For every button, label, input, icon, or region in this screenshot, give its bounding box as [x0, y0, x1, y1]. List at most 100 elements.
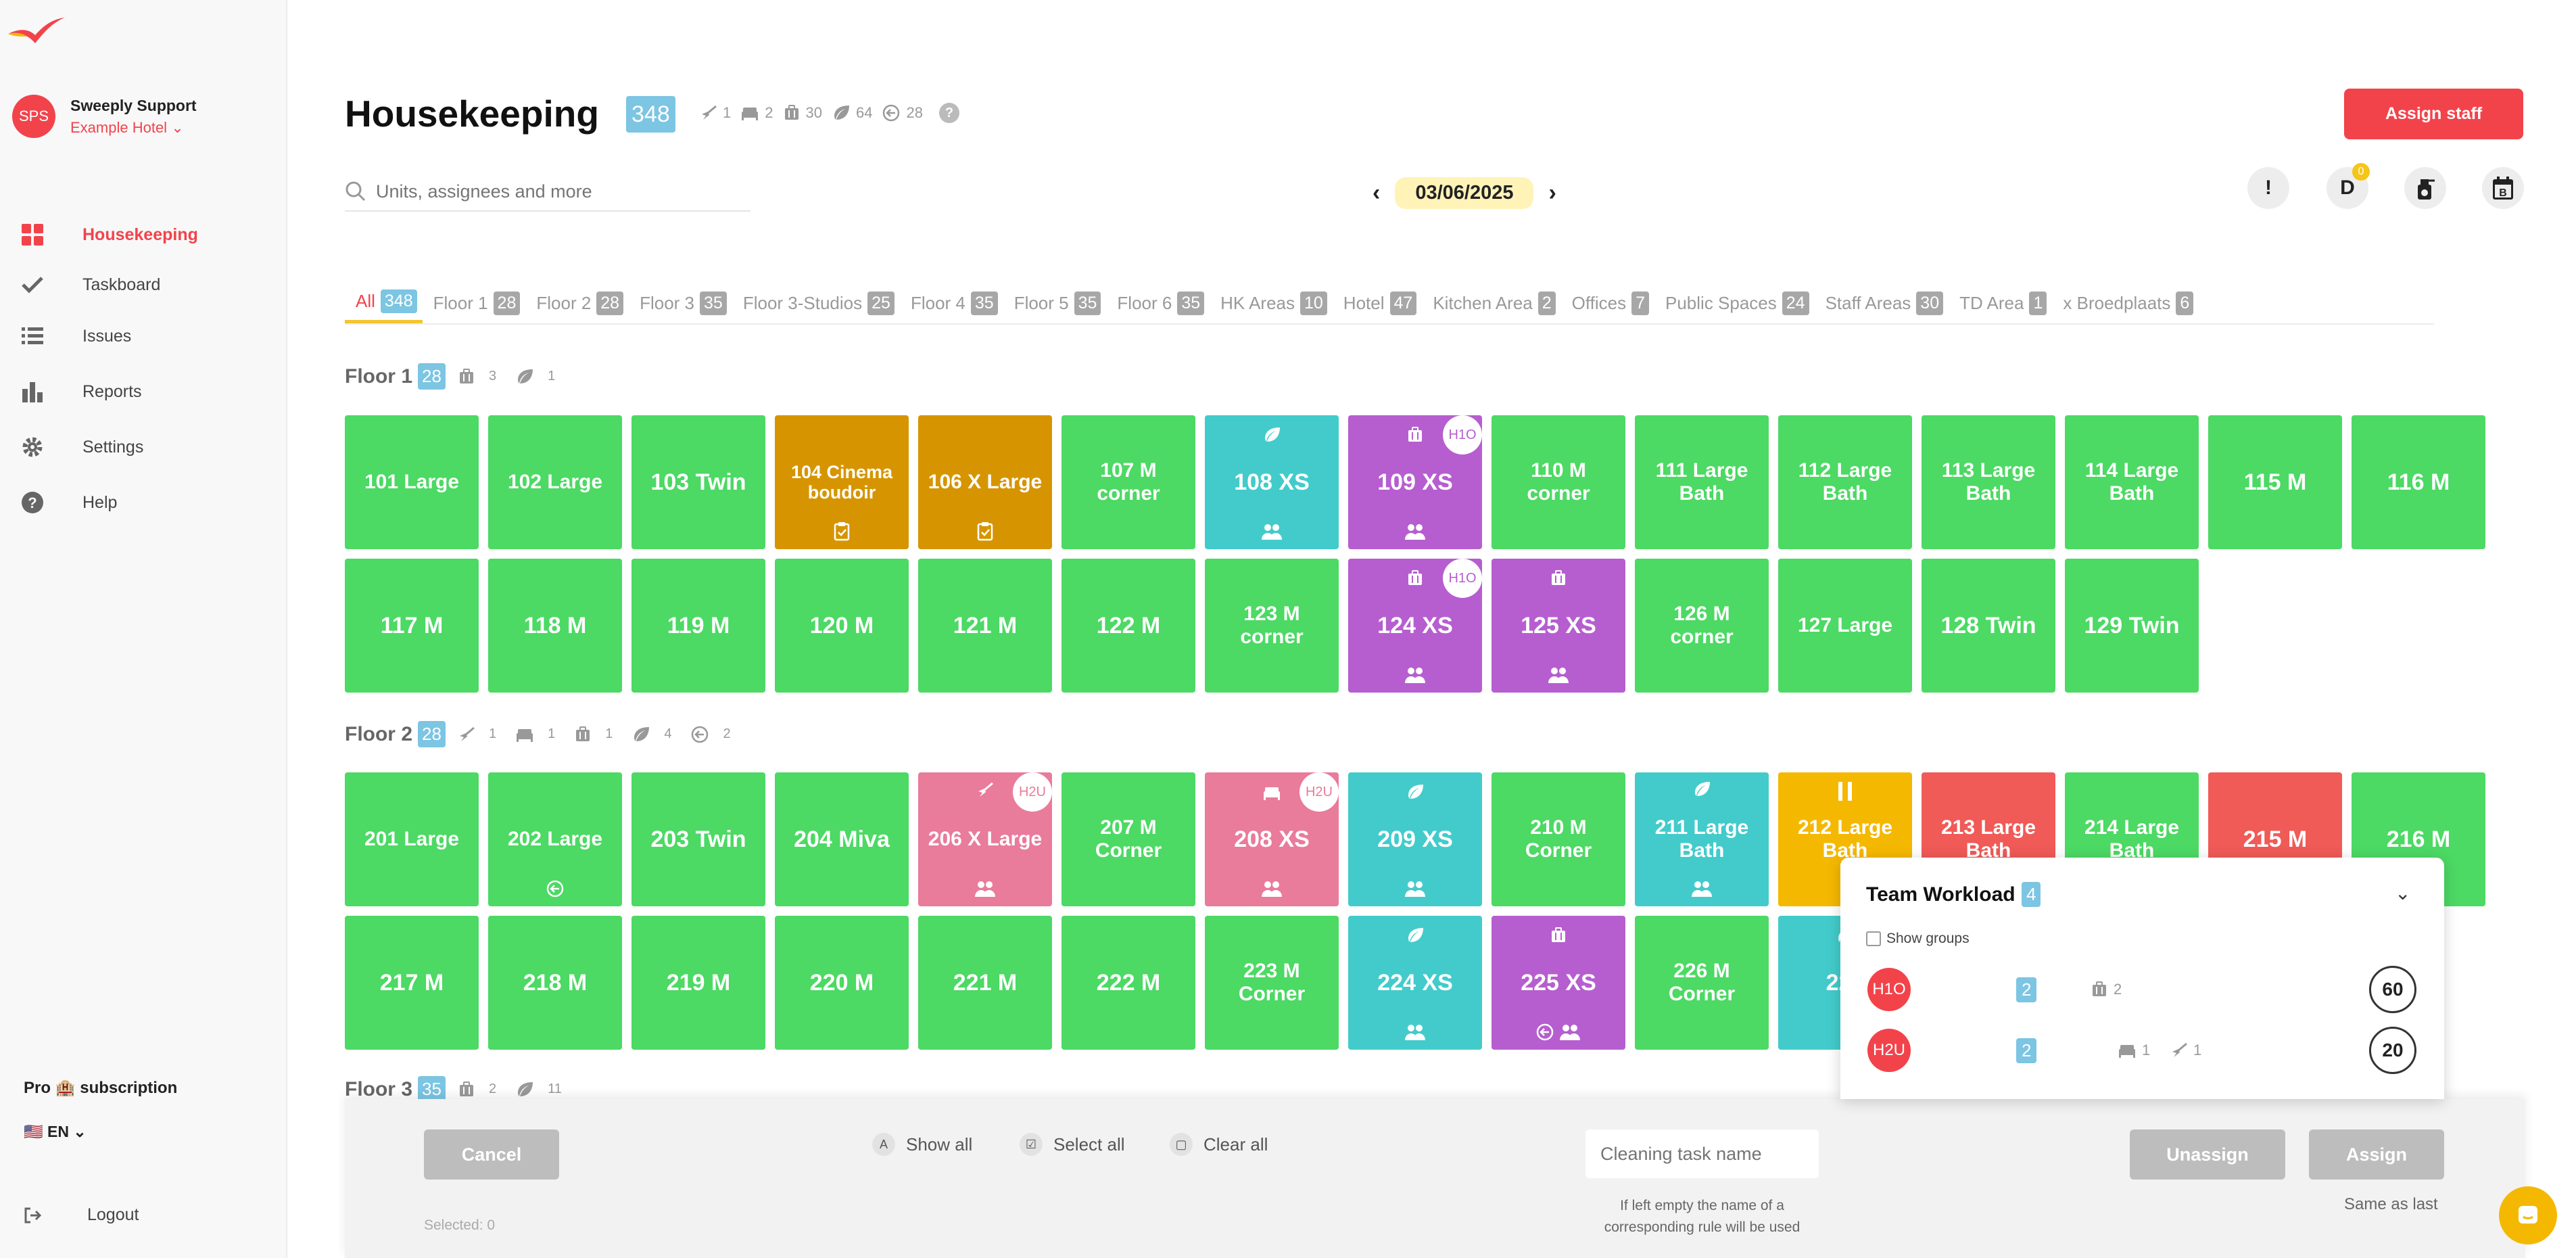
unit-tile[interactable]: 113 Large Bath [1922, 415, 2055, 549]
hotel-selector[interactable]: Example Hotel ⌄ [70, 119, 197, 137]
sidebar-item-reports[interactable]: Reports [19, 378, 142, 405]
spray-button[interactable] [2404, 167, 2446, 209]
unit-tile[interactable]: 102 Large [488, 415, 622, 549]
show-groups-checkbox[interactable]: Show groups [1866, 931, 1970, 947]
tab-staff-areas[interactable]: Staff Areas 30 [1815, 283, 1949, 323]
unit-tile[interactable]: 201 Large [345, 772, 479, 906]
tab-td-area[interactable]: TD Area 1 [1949, 283, 2052, 323]
unit-tile[interactable]: 106 X Large [918, 415, 1052, 549]
tab-floor-6[interactable]: Floor 6 35 [1106, 283, 1210, 323]
unit-tile[interactable]: 127 Large [1778, 559, 1912, 693]
search-input[interactable] [376, 181, 728, 202]
cleaning-task-name-input[interactable] [1585, 1129, 1819, 1178]
chat-launcher-button[interactable] [2499, 1186, 2557, 1244]
unit-tile[interactable]: 103 Twin [631, 415, 765, 549]
unit-tile[interactable]: 225 XS [1492, 916, 1625, 1050]
unit-tile[interactable]: 217 M [345, 916, 479, 1050]
assign-button[interactable]: Assign [2309, 1129, 2444, 1180]
unit-tile[interactable]: 126 M corner [1635, 559, 1769, 693]
unit-tile[interactable]: 123 M corner [1205, 559, 1339, 693]
unit-tile[interactable]: 108 XS [1205, 415, 1339, 549]
logout-link[interactable]: Logout [24, 1205, 139, 1225]
date-picker[interactable]: 03/06/2025 [1395, 177, 1534, 209]
select-all-option[interactable]: ☑ Select all [1020, 1133, 1125, 1156]
tab-floor-1[interactable]: Floor 1 28 [423, 283, 526, 323]
prev-date-icon[interactable]: ‹ [1373, 180, 1381, 206]
language-selector[interactable]: 🇺🇸 EN ⌄ [24, 1123, 87, 1141]
sidebar-item-settings[interactable]: Settings [19, 434, 143, 461]
sidebar-item-taskboard[interactable]: Taskboard [19, 271, 160, 298]
collapse-chevron-icon[interactable]: ⌄ [2395, 883, 2411, 904]
tab-floor-4[interactable]: Floor 4 35 [900, 283, 1003, 323]
unit-tile[interactable]: 210 M Corner [1492, 772, 1625, 906]
tab-floor-3-studios[interactable]: Floor 3-Studios 25 [732, 283, 900, 323]
tab-public-spaces[interactable]: Public Spaces 24 [1654, 283, 1815, 323]
unit-tile[interactable]: 207 M Corner [1062, 772, 1195, 906]
unit-tile[interactable]: 110 M corner [1492, 415, 1625, 549]
unit-tile[interactable]: 116 M [2352, 415, 2485, 549]
next-date-icon[interactable]: › [1548, 180, 1556, 206]
tab-kitchen-area[interactable]: Kitchen Area 2 [1422, 283, 1560, 323]
unit-tile[interactable]: 112 Large Bath [1778, 415, 1912, 549]
unit-tile[interactable]: 122 M [1062, 559, 1195, 693]
unit-tile[interactable]: 125 XS [1492, 559, 1625, 693]
unit-tile[interactable]: 206 X Large H2U [918, 772, 1052, 906]
tab-hotel[interactable]: Hotel 47 [1333, 283, 1423, 323]
tab-floor-2[interactable]: Floor 2 28 [525, 283, 629, 323]
unit-tile[interactable]: 115 M [2208, 415, 2342, 549]
tab-x-broedplaats[interactable]: x Broedplaats 6 [2052, 283, 2199, 323]
unit-tile[interactable]: 219 M [631, 916, 765, 1050]
unit-tile[interactable]: 119 M [631, 559, 765, 693]
help-icon[interactable]: ? [938, 103, 959, 123]
sidebar-item-issues[interactable]: Issues [19, 323, 131, 350]
show-all-option[interactable]: A Show all [872, 1133, 972, 1156]
cancel-button[interactable]: Cancel [424, 1129, 559, 1180]
unit-tile[interactable]: 107 M corner [1062, 415, 1195, 549]
unit-tile[interactable]: 124 XS H1O [1348, 559, 1482, 693]
unit-tile[interactable]: 224 XS [1348, 916, 1482, 1050]
unit-tile[interactable]: 220 M [775, 916, 909, 1050]
assign-staff-button[interactable]: Assign staff [2344, 89, 2523, 139]
user-profile[interactable]: SPS Sweeply Support Example Hotel ⌄ [12, 95, 197, 138]
tab-floor-5[interactable]: Floor 5 35 [1003, 283, 1107, 323]
unit-tile[interactable]: 129 Twin [2065, 559, 2199, 693]
unit-tile[interactable]: 223 M Corner [1205, 916, 1339, 1050]
unit-tile[interactable]: 111 Large Bath [1635, 415, 1769, 549]
unassign-button[interactable]: Unassign [2130, 1129, 2285, 1180]
unit-tile[interactable]: 117 M [345, 559, 479, 693]
tab-floor-3[interactable]: Floor 3 35 [629, 283, 732, 323]
unit-tile[interactable]: 222 M [1062, 916, 1195, 1050]
unit-tile[interactable]: 218 M [488, 916, 622, 1050]
floor-header[interactable]: Floor 2 28 1 1 1 4 2 [345, 721, 750, 747]
clear-all-option[interactable]: ▢ Clear all [1170, 1133, 1268, 1156]
search-bar[interactable] [345, 172, 750, 212]
unit-tile[interactable]: 128 Twin [1922, 559, 2055, 693]
tab-all[interactable]: All 348 [345, 283, 423, 323]
unit-tile[interactable]: 211 Large Bath [1635, 772, 1769, 906]
calendar-b-button[interactable]: B [2482, 167, 2524, 209]
unit-tile[interactable]: 109 XS H1O [1348, 415, 1482, 549]
team-member-row[interactable]: H1O 2 2 60 [1867, 966, 2416, 1013]
tab-hk-areas[interactable]: HK Areas 10 [1210, 283, 1333, 323]
unit-tile[interactable]: 121 M [918, 559, 1052, 693]
tab-offices[interactable]: Offices 7 [1561, 283, 1654, 323]
sweeply-logo[interactable] [5, 11, 66, 51]
unit-tile[interactable]: 120 M [775, 559, 909, 693]
unit-tile[interactable]: 221 M [918, 916, 1052, 1050]
unit-tile[interactable]: 101 Large [345, 415, 479, 549]
same-as-last-link[interactable]: Same as last [2344, 1195, 2438, 1213]
unit-tile[interactable]: 104 Cinema boudoir [775, 415, 909, 549]
unit-tile[interactable]: 114 Large Bath [2065, 415, 2199, 549]
unit-tile[interactable]: 226 M Corner [1635, 916, 1769, 1050]
unit-tile[interactable]: 118 M [488, 559, 622, 693]
alert-button[interactable]: ! [2247, 167, 2289, 209]
unit-tile[interactable]: 203 Twin [631, 772, 765, 906]
unit-tile[interactable]: 209 XS [1348, 772, 1482, 906]
unit-tile[interactable]: 202 Large [488, 772, 622, 906]
unit-tile[interactable]: 208 XS H2U [1205, 772, 1339, 906]
floor-header[interactable]: Floor 3 35 2 11 [345, 1076, 581, 1102]
unit-tile[interactable]: 204 Miva [775, 772, 909, 906]
